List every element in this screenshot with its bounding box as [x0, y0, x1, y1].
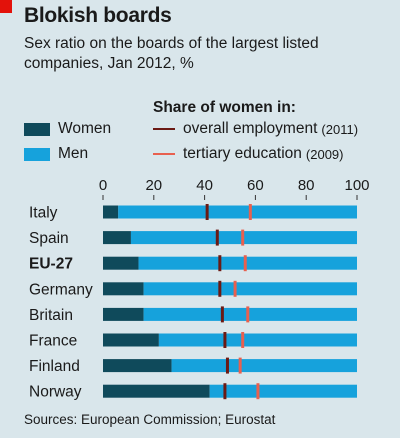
x-tick-label: 40	[196, 177, 213, 194]
bar-women	[103, 256, 139, 270]
bar-chart: 0 20 40 60 80 100 Italy Spain EU-27 Germany Britai…	[29, 177, 370, 401]
bar-women	[103, 231, 131, 245]
chart-subtitle: Sex ratio on the boards of the largest l…	[24, 35, 319, 72]
x-tick-label: 100	[344, 177, 369, 194]
bar-men	[143, 282, 357, 296]
category-label: Germany	[29, 281, 93, 298]
bar-men	[143, 307, 357, 321]
category-label: Norway	[29, 384, 82, 401]
bar-women	[103, 384, 210, 398]
bar-men	[171, 359, 357, 373]
x-tick-label: 60	[247, 177, 264, 194]
category-label: Italy	[29, 205, 58, 222]
legend-employment-mark	[153, 128, 175, 130]
bar-men	[118, 205, 358, 219]
legend-employment-label: overall employment	[183, 120, 318, 137]
bar-women	[103, 282, 144, 296]
brand-tag	[0, 0, 12, 13]
chart-title: Blokish boards	[24, 4, 172, 27]
legend-education-label: tertiary education	[183, 145, 302, 162]
x-tick-label: 80	[298, 177, 315, 194]
bar-men	[209, 384, 357, 398]
category-label: Britain	[29, 307, 73, 324]
legend-men-label: Men	[58, 145, 89, 162]
legend-share-heading: Share of women in:	[153, 99, 296, 116]
category-label: EU-27	[29, 256, 73, 273]
x-tick-label: 20	[145, 177, 162, 194]
x-tick-label: 0	[99, 177, 107, 194]
legend-employment: overall employment (2011)	[153, 120, 358, 138]
category-label: France	[29, 333, 77, 350]
bar-women	[103, 333, 159, 347]
bar-women	[103, 359, 172, 373]
legend-men-swatch	[24, 147, 50, 161]
category-label: Finland	[29, 358, 80, 375]
legend-employment-year: (2011)	[321, 121, 359, 137]
source-note: Sources: European Commission; Eurostat	[24, 412, 276, 427]
bar-men	[158, 333, 357, 347]
legend-women-swatch	[24, 122, 50, 136]
legend-women-label: Women	[58, 120, 112, 137]
bar-men	[138, 256, 357, 270]
category-label: Spain	[29, 230, 69, 247]
bar-women	[103, 307, 144, 321]
legend-women: Women	[24, 120, 111, 138]
legend-education-year: (2009)	[305, 146, 344, 162]
legend-men: Men	[24, 145, 88, 163]
legend-education-mark	[153, 153, 175, 155]
legend-education: tertiary education (2009)	[153, 145, 343, 163]
bar-women	[103, 205, 119, 219]
